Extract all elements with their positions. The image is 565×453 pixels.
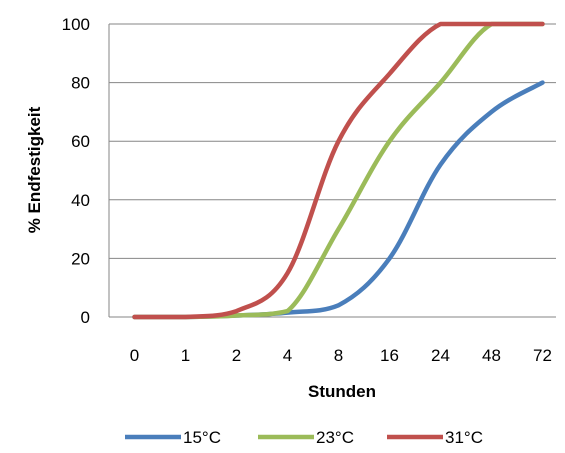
y-tick-label: 20 (71, 249, 90, 268)
x-tick-label: 48 (482, 346, 501, 365)
x-tick-label: 1 (181, 346, 190, 365)
series-line-2 (132, 21, 545, 320)
x-axis-tick-labels: 0 1 2 4 8 16 24 48 72 (130, 346, 552, 365)
x-tick-label: 24 (431, 346, 450, 365)
y-tick-label: 60 (71, 132, 90, 151)
x-axis-title: Stunden (308, 382, 376, 401)
y-tick-label: 0 (81, 308, 90, 327)
x-tick-label: 72 (533, 346, 552, 365)
legend-label: 15°C (183, 428, 221, 447)
x-tick-label: 8 (334, 346, 343, 365)
legend-label: 23°C (316, 428, 354, 447)
legend: 15°C 23°C 31°C (125, 428, 483, 447)
x-tick-label: 4 (283, 346, 292, 365)
x-tick-label: 0 (130, 346, 139, 365)
y-tick-label: 40 (71, 191, 90, 210)
legend-label: 31°C (445, 428, 483, 447)
y-axis-tick-labels: 0 20 40 60 80 100 (62, 15, 90, 327)
y-axis-title: % Endfestigkeit (25, 106, 44, 233)
series-line-1 (132, 21, 545, 320)
grid-lines (108, 23, 556, 318)
series-lines (132, 21, 545, 320)
x-tick-label: 2 (232, 346, 241, 365)
y-tick-label: 80 (71, 74, 90, 93)
x-tick-label: 16 (380, 346, 399, 365)
y-tick-label: 100 (62, 15, 90, 34)
